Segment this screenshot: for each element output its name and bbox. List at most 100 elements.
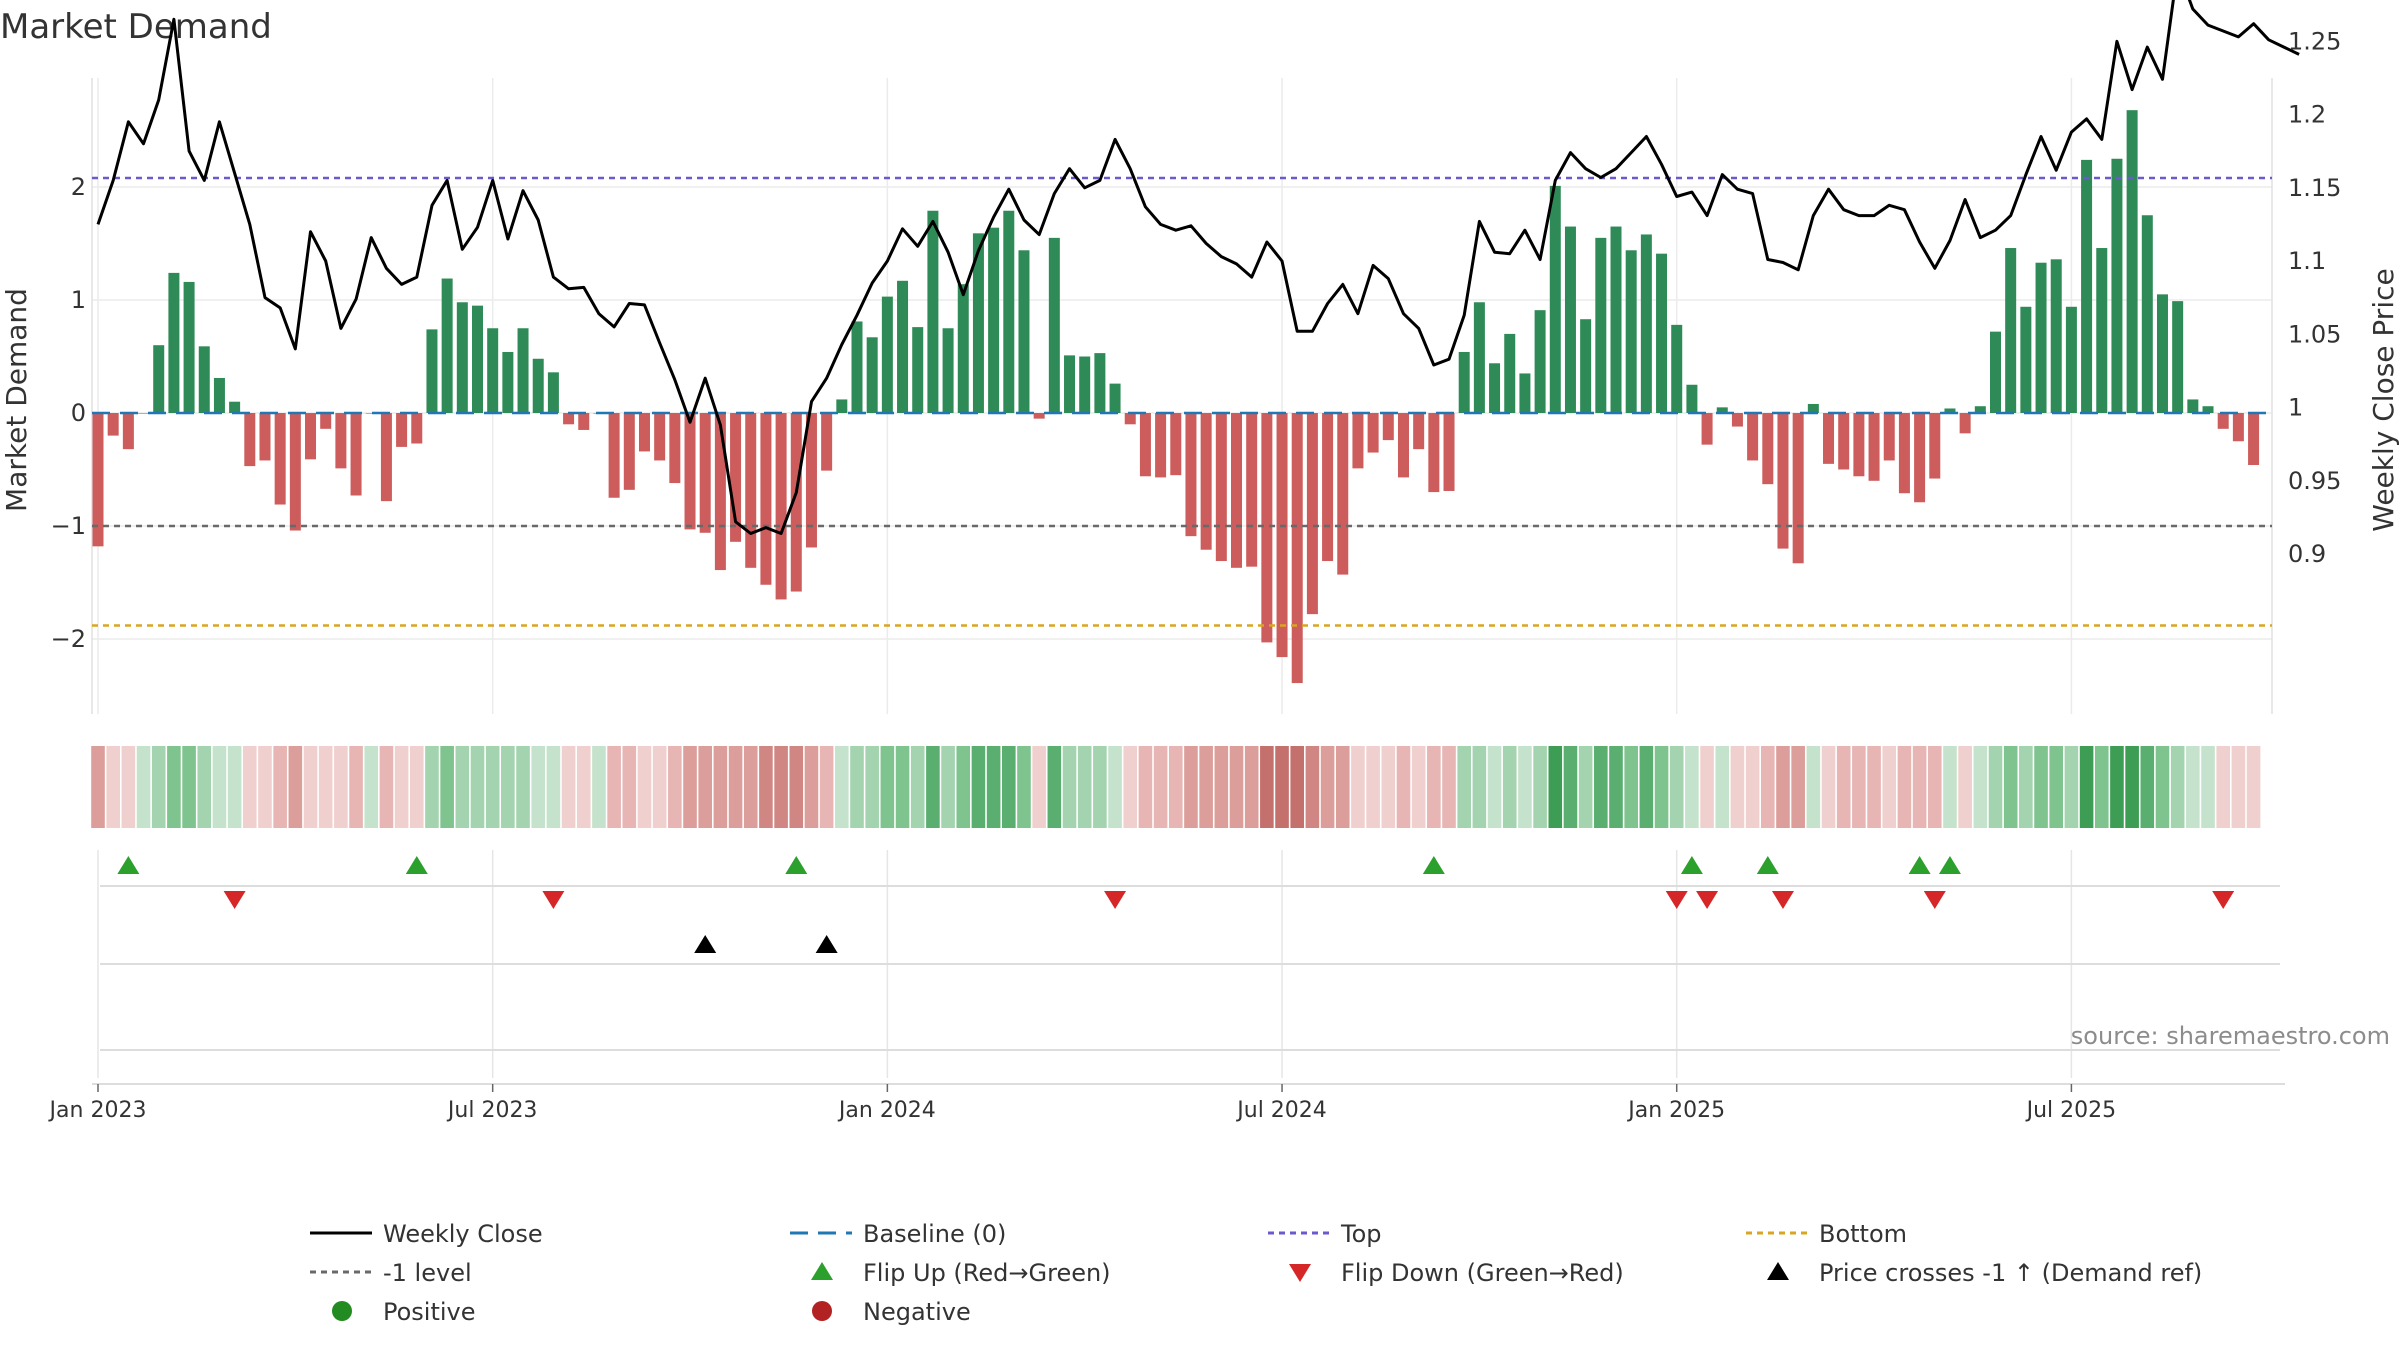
demand-bar bbox=[563, 413, 575, 425]
heat-cell bbox=[1806, 746, 1821, 828]
demand-bar bbox=[654, 413, 666, 461]
heat-cell bbox=[1973, 746, 1988, 828]
x-tick-label: Jul 2023 bbox=[446, 1098, 538, 1123]
heat-cell bbox=[2186, 746, 2200, 828]
left-axis-label: Market Demand bbox=[0, 288, 33, 512]
heat-cell bbox=[1229, 746, 1244, 828]
heat-cell bbox=[728, 746, 743, 828]
heat-cell bbox=[850, 746, 864, 828]
demand-bar bbox=[623, 413, 635, 490]
demand-bar bbox=[1291, 413, 1303, 684]
demand-bar bbox=[274, 413, 286, 505]
heat-cell bbox=[531, 746, 546, 828]
heat-cell bbox=[440, 746, 454, 828]
heat-cell bbox=[986, 746, 1001, 828]
heat-cell bbox=[1017, 746, 1031, 828]
demand-bar bbox=[972, 233, 984, 413]
demand-bar bbox=[426, 329, 438, 413]
heat-cell bbox=[1427, 746, 1441, 828]
heat-cell bbox=[2155, 746, 2170, 828]
heat-cell bbox=[1123, 746, 1138, 828]
heat-cell bbox=[1745, 746, 1760, 828]
heat-cell bbox=[1791, 746, 1805, 828]
demand-bar bbox=[851, 321, 863, 413]
flip-down-marker bbox=[1104, 891, 1127, 909]
heat-cell bbox=[683, 746, 697, 828]
heat-cell bbox=[2003, 746, 2018, 828]
left-tick-label: 2 bbox=[71, 173, 86, 201]
legend-label: Top bbox=[1340, 1220, 1382, 1248]
demand-bar bbox=[92, 413, 104, 547]
flip-down-marker bbox=[542, 891, 565, 909]
x-axis-ticks: Jan 2023 Jul 2023 Jan 2024 Jul 2024 Jan 2025… bbox=[48, 1084, 2116, 1123]
demand-bar bbox=[638, 413, 650, 452]
demand-bar bbox=[1094, 353, 1106, 413]
demand-bar bbox=[1853, 413, 1865, 477]
demand-bar bbox=[2126, 110, 2138, 413]
demand-bar bbox=[866, 337, 878, 413]
demand-bar bbox=[1413, 413, 1425, 450]
heat-cell bbox=[1442, 746, 1456, 828]
heat-cell bbox=[1518, 746, 1532, 828]
heat-cell bbox=[1988, 746, 2003, 828]
heat-cell bbox=[485, 746, 500, 828]
demand-bar bbox=[1656, 253, 1668, 413]
demand-bar bbox=[1337, 413, 1349, 575]
right-tick-label: 1.25 bbox=[2288, 27, 2341, 55]
legend-label: Flip Down (Green→Red) bbox=[1341, 1259, 1624, 1287]
demand-bar bbox=[897, 280, 909, 413]
heat-cell bbox=[1381, 746, 1396, 828]
demand-bar bbox=[168, 272, 180, 413]
demand-bar bbox=[1155, 413, 1167, 478]
demand-bar bbox=[775, 413, 787, 600]
flip-down-marker bbox=[2212, 891, 2235, 909]
heat-cell bbox=[167, 746, 181, 828]
heat-cell bbox=[2064, 746, 2079, 828]
legend-swatch bbox=[332, 1301, 352, 1321]
heat-cell bbox=[197, 746, 212, 828]
heat-cell bbox=[2201, 746, 2215, 828]
demand-bar bbox=[1109, 383, 1121, 413]
chart-title: Market Demand bbox=[0, 7, 272, 47]
demand-bar bbox=[532, 358, 544, 413]
heat-cell bbox=[774, 746, 788, 828]
demand-bar bbox=[198, 346, 210, 413]
demand-bar bbox=[745, 413, 757, 568]
demand-bar bbox=[1276, 413, 1288, 658]
heat-cell bbox=[865, 746, 879, 828]
heat-cell bbox=[819, 746, 834, 828]
demand-bar bbox=[821, 413, 833, 471]
demand-bar bbox=[517, 328, 529, 413]
heat-cell bbox=[2079, 746, 2094, 828]
heat-cell bbox=[288, 746, 303, 828]
heat-cell bbox=[470, 746, 485, 828]
demand-bar bbox=[912, 327, 924, 413]
heat-cell bbox=[1032, 746, 1046, 828]
demand-bar bbox=[350, 413, 362, 496]
demand-bar bbox=[1215, 413, 1227, 562]
legend-swatch bbox=[1289, 1264, 1311, 1282]
heat-cell bbox=[516, 746, 530, 828]
demand-bar bbox=[805, 413, 817, 548]
demand-bar bbox=[1018, 250, 1030, 413]
demand-bar bbox=[411, 413, 423, 444]
heat-cell bbox=[1669, 746, 1684, 828]
heat-cell bbox=[1654, 746, 1669, 828]
heat-cell bbox=[1685, 746, 1699, 828]
demand-bar bbox=[1261, 413, 1273, 643]
left-tick-label: 1 bbox=[71, 286, 86, 314]
demand-bar bbox=[1443, 413, 1455, 491]
heat-cell bbox=[895, 746, 910, 828]
heat-cell bbox=[1852, 746, 1866, 828]
heat-cell bbox=[607, 746, 621, 828]
flip-down-marker bbox=[1665, 891, 1688, 909]
flip-up-marker bbox=[117, 856, 140, 874]
flip-up-marker bbox=[1938, 856, 1961, 874]
demand-bar bbox=[608, 413, 620, 498]
demand-bar bbox=[1139, 413, 1151, 477]
heat-cell bbox=[1153, 746, 1168, 828]
heat-cell bbox=[1897, 746, 1912, 828]
heat-cell bbox=[956, 746, 971, 828]
demand-bar bbox=[1974, 406, 1986, 413]
